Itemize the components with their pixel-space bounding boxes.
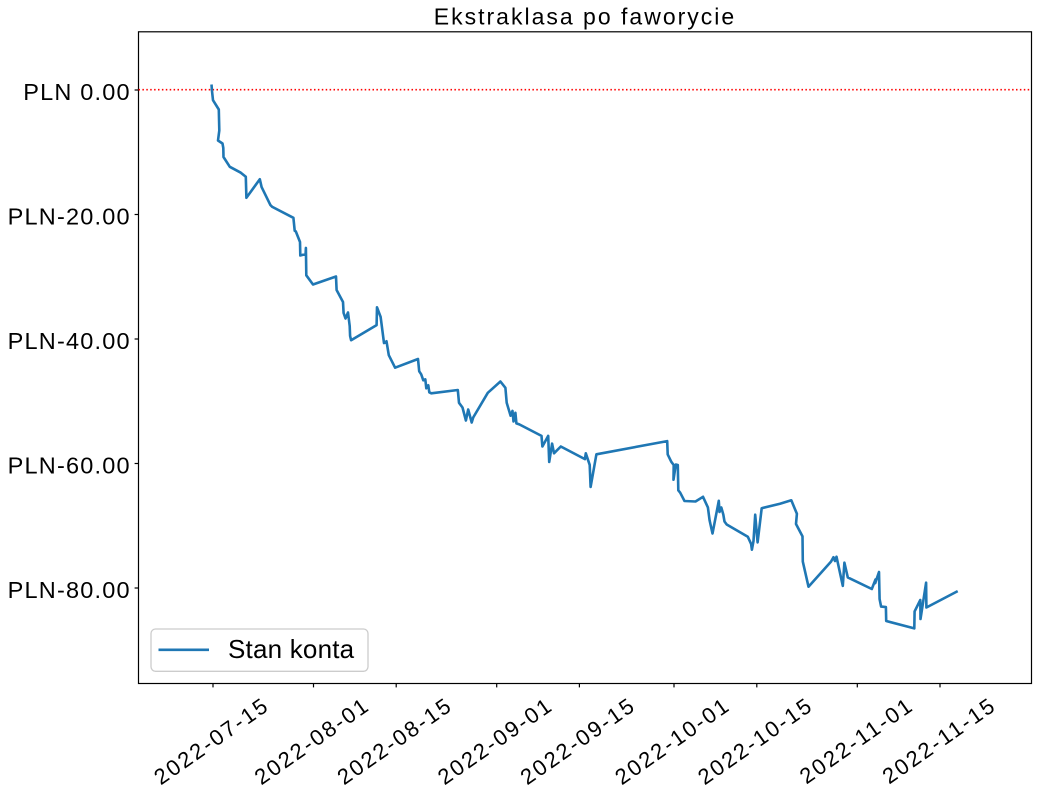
svg-text:PLN-60.00: PLN-60.00 — [8, 452, 131, 478]
svg-text:PLN-20.00: PLN-20.00 — [8, 203, 131, 229]
svg-text:Stan konta: Stan konta — [228, 634, 355, 664]
svg-text:PLN-80.00: PLN-80.00 — [8, 577, 131, 603]
svg-text:Ekstraklasa po faworycie: Ekstraklasa po faworycie — [434, 4, 736, 30]
svg-text:PLN 0.00: PLN 0.00 — [23, 79, 131, 105]
svg-text:PLN-40.00: PLN-40.00 — [8, 328, 131, 354]
